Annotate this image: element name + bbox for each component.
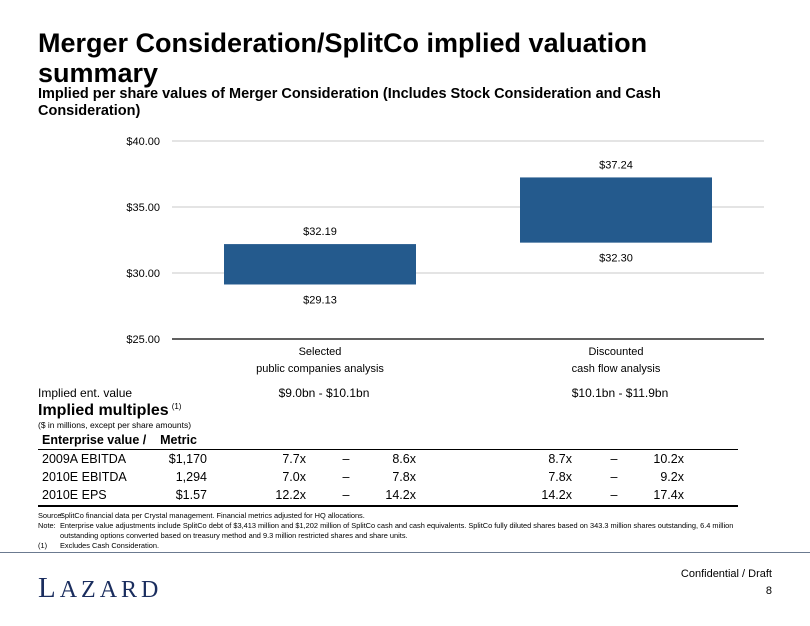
public-dash: – bbox=[342, 488, 350, 502]
footnote-mark: (1) bbox=[171, 402, 182, 411]
footnote-tag: Note: bbox=[38, 521, 56, 530]
footnote: Source: SplitCo financial data per Crysta… bbox=[38, 511, 768, 521]
y-tick-label: $40.00 bbox=[126, 136, 160, 148]
x-category-label: Selected public companies analysis bbox=[256, 346, 384, 375]
chart-bars bbox=[224, 177, 712, 285]
page-title: Merger Consideration/SplitCo implied val… bbox=[38, 28, 648, 88]
multiples-title-text: Implied multiples bbox=[38, 402, 169, 419]
public-high: 8.6x bbox=[392, 452, 416, 466]
dcf-dash: – bbox=[610, 470, 618, 484]
range-bar bbox=[224, 244, 416, 285]
footnote: (1) Excludes Cash Consideration. bbox=[38, 541, 768, 551]
multiples-title: Implied multiples (1) bbox=[38, 402, 181, 420]
table-header: Enterprise value / Metric bbox=[42, 433, 197, 447]
public-low: 7.0x bbox=[282, 470, 306, 484]
footnote-text: Enterprise value adjustments include Spl… bbox=[60, 521, 734, 540]
metric-value: $1,170 bbox=[168, 452, 207, 466]
dcf-low: 8.7x bbox=[548, 452, 572, 466]
implied-ev-value-public: $9.0bn - $10.1bn bbox=[278, 386, 370, 400]
y-tick-label: $30.00 bbox=[126, 268, 160, 280]
dcf-low: 14.2x bbox=[541, 488, 572, 502]
metric-value: $1.57 bbox=[175, 488, 207, 502]
table-bottom-rule bbox=[38, 505, 738, 507]
public-dash: – bbox=[342, 470, 350, 484]
dcf-high: 10.2x bbox=[653, 452, 684, 466]
high-value-label: $32.19 bbox=[303, 226, 337, 238]
page-subtitle: Implied per share values of Merger Consi… bbox=[38, 86, 661, 119]
high-value-label: $37.24 bbox=[599, 159, 633, 171]
lazard-logo: LAZARD bbox=[38, 572, 163, 604]
dcf-dash: – bbox=[610, 452, 618, 466]
chart-y-ticks: $40.00 $35.00 $30.00 $25.00 bbox=[126, 136, 160, 346]
metric-value: 1,294 bbox=[175, 470, 207, 484]
chart-data-labels: $32.19 $29.13 $37.24 $32.30 bbox=[303, 159, 633, 306]
dcf-low: 7.8x bbox=[548, 470, 572, 484]
footnotes: Source: SplitCo financial data per Crysta… bbox=[38, 511, 768, 551]
footnote-text: Excludes Cash Consideration. bbox=[60, 541, 160, 550]
public-dash: – bbox=[342, 452, 350, 466]
public-high: 7.8x bbox=[392, 470, 416, 484]
implied-ev-value-dcf: $10.1bn - $11.9bn bbox=[571, 386, 669, 400]
footnote: Note: Enterprise value adjustments includ… bbox=[38, 521, 768, 541]
confidential-label: Confidential / Draft bbox=[680, 568, 772, 580]
footnote-text: SplitCo financial data per Crystal manag… bbox=[60, 511, 365, 520]
valuation-range-chart: $40.00 $35.00 $30.00 $25.00 $32.19 $29.13 $37… bbox=[126, 136, 764, 346]
dcf-high: 9.2x bbox=[660, 470, 684, 484]
row-label: 2009A EBITDA bbox=[42, 452, 127, 466]
public-low: 12.2x bbox=[275, 488, 306, 502]
low-value-label: $29.13 bbox=[303, 294, 337, 306]
footnote-tag: Source: bbox=[38, 511, 64, 520]
dcf-high: 17.4x bbox=[653, 488, 684, 502]
table-top-rule bbox=[38, 449, 738, 450]
public-high: 14.2x bbox=[385, 488, 416, 502]
implied-ev-label: Implied ent. value bbox=[38, 386, 133, 400]
units-note: ($ in millions, except per share amounts… bbox=[38, 420, 192, 430]
public-low: 7.7x bbox=[282, 452, 306, 466]
x-category-label: Discounted cash flow analysis bbox=[571, 346, 661, 375]
range-bar bbox=[520, 177, 712, 243]
low-value-label: $32.30 bbox=[599, 253, 633, 265]
row-label: 2010E EPS bbox=[42, 488, 107, 502]
page-number: 8 bbox=[765, 585, 772, 597]
y-tick-label: $25.00 bbox=[126, 334, 160, 346]
footer-rule bbox=[0, 552, 810, 553]
row-label: 2010E EBITDA bbox=[42, 470, 127, 484]
footnote-tag: (1) bbox=[38, 541, 48, 550]
y-tick-label: $35.00 bbox=[126, 202, 160, 214]
dcf-dash: – bbox=[610, 488, 618, 502]
